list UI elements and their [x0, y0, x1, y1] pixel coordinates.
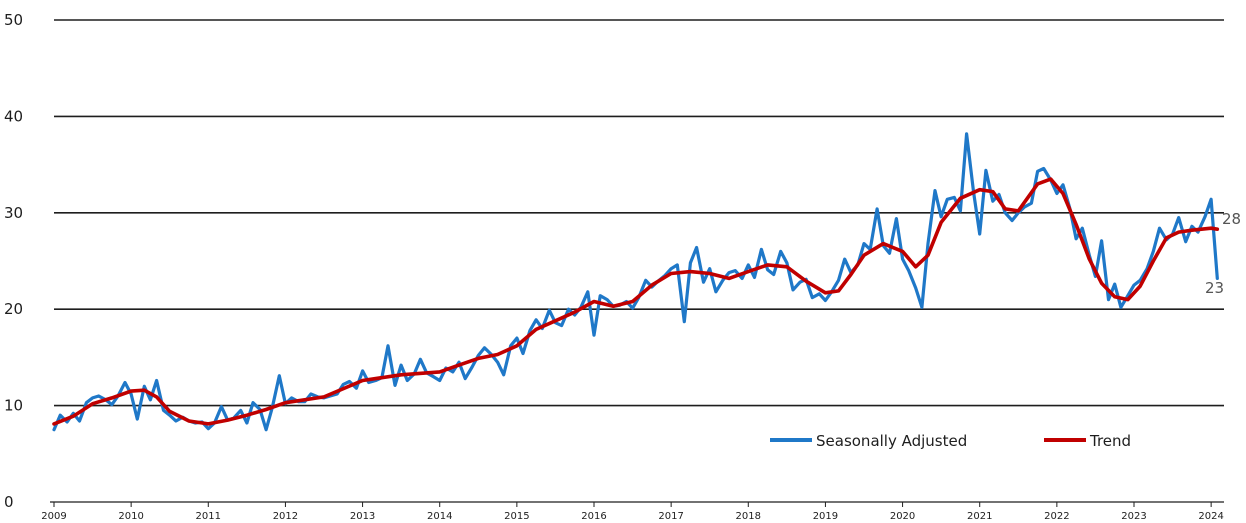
x-axis-tick-labels: 2009 2010 2011 2012 2013 2014 2015 2016 2017 2018…: [41, 502, 1224, 522]
x-tick-label-2022: 2022: [1044, 511, 1069, 522]
x-tick-label-2009: 2009: [41, 511, 66, 522]
x-tick-label-2014: 2014: [427, 511, 452, 522]
x-tick-label-2011: 2011: [196, 511, 221, 522]
x-tick-label-2017: 2017: [658, 511, 683, 522]
y-tick-label-50: 50: [4, 11, 23, 29]
x-tick-label-2021: 2021: [967, 511, 992, 522]
legend-label-seasonally-adjusted: Seasonally Adjusted: [816, 432, 967, 450]
legend: Seasonally Adjusted Trend: [770, 432, 1131, 450]
x-tick-label-2018: 2018: [736, 511, 761, 522]
y-axis-tick-labels: 0 10 20 30 40 50: [4, 11, 23, 511]
y-tick-label-40: 40: [4, 107, 23, 125]
y-tick-label-0: 0: [4, 493, 14, 511]
end-labels: 28 23: [1205, 210, 1241, 297]
x-tick-label-2015: 2015: [504, 511, 529, 522]
y-tick-label-10: 10: [4, 397, 23, 415]
x-tick-label-2023: 2023: [1121, 511, 1146, 522]
y-tick-label-20: 20: [4, 300, 23, 318]
trend-line: [52, 177, 1220, 426]
gridlines: [50, 19, 1224, 503]
trend-end-label: 28: [1222, 210, 1241, 228]
x-tick-label-2010: 2010: [118, 511, 143, 522]
x-tick-label-2024: 2024: [1198, 511, 1223, 522]
seasonally-adjusted-line: [52, 132, 1219, 432]
x-tick-label-2013: 2013: [350, 511, 375, 522]
x-tick-label-2016: 2016: [581, 511, 606, 522]
legend-label-trend: Trend: [1089, 432, 1131, 450]
seasonally-adjusted-end-label: 23: [1205, 279, 1224, 297]
x-tick-label-2012: 2012: [273, 511, 298, 522]
y-tick-label-30: 30: [4, 204, 23, 222]
series-lines: [52, 132, 1220, 432]
x-tick-label-2019: 2019: [813, 511, 838, 522]
x-tick-label-2020: 2020: [890, 511, 915, 522]
